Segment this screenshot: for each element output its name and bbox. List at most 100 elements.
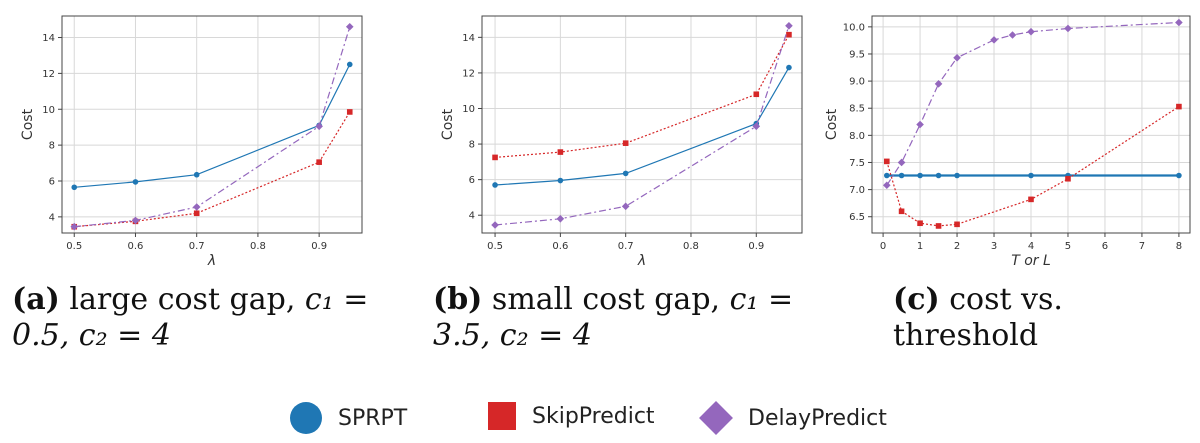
y-tick-label: 10.0 bbox=[843, 22, 865, 33]
caption-c: (c) cost vs. threshold bbox=[893, 282, 1193, 354]
y-tick-label: 8.5 bbox=[849, 104, 865, 115]
point-delaypredict bbox=[1064, 24, 1072, 33]
caption-a-formula-2: 0.5, c₂ = 4 bbox=[12, 318, 171, 353]
y-tick-label: 7.0 bbox=[849, 185, 865, 196]
point-delaypredict bbox=[897, 158, 906, 167]
diamond-marker-icon bbox=[699, 401, 733, 435]
point-sprpt bbox=[954, 172, 960, 179]
x-tick-label: 0.8 bbox=[250, 241, 266, 252]
point-skippredict bbox=[557, 149, 564, 155]
caption-b: (b) small cost gap, c₁ = 3.5, c₂ = 4 bbox=[433, 282, 813, 354]
x-tick-label: 3 bbox=[991, 241, 997, 252]
circle-marker-icon bbox=[290, 402, 322, 434]
x-tick-label: 6 bbox=[1102, 241, 1108, 252]
point-delaypredict bbox=[990, 36, 998, 44]
y-tick-label: 8 bbox=[49, 141, 55, 152]
point-skippredict bbox=[753, 91, 760, 98]
y-tick-label: 12 bbox=[462, 68, 475, 79]
x-tick-label: 0.7 bbox=[189, 241, 205, 252]
chart-a: 0.5 0.6 0.7 0.8 0.9 4 6 8 10 12 14 λ Cost bbox=[20, 15, 363, 269]
point-delaypredict bbox=[556, 214, 565, 223]
x-axis-label: T or L bbox=[1011, 253, 1051, 269]
x-tick-label: 0 bbox=[880, 241, 886, 252]
caption-c-tag: (c) bbox=[893, 282, 940, 317]
point-sprpt bbox=[193, 171, 200, 178]
point-sprpt bbox=[492, 182, 498, 188]
point-sprpt bbox=[917, 172, 923, 179]
point-delaypredict bbox=[934, 80, 943, 88]
point-sprpt bbox=[898, 172, 905, 179]
point-sprpt bbox=[622, 170, 629, 177]
point-skippredict bbox=[622, 140, 629, 146]
point-delaypredict bbox=[1008, 31, 1017, 39]
caption-a-text: large cost gap, bbox=[69, 282, 296, 317]
chart-b: 0.5 0.6 0.7 0.8 0.9 4 6 8 10 12 14 λ Cost bbox=[440, 15, 803, 269]
legend-item-sprpt: SPRPT bbox=[290, 402, 407, 434]
x-tick-label: 8 bbox=[1176, 241, 1182, 252]
y-tick-label: 4 bbox=[469, 211, 475, 222]
y-tick-label: 6 bbox=[469, 175, 475, 186]
y-tick-label: 8.0 bbox=[849, 131, 865, 142]
x-tick-label: 0.5 bbox=[487, 241, 503, 252]
chart-c: 0 1 2 3 4 5 6 7 8 6.5 7.0 7.5 8.0 8.5 9.0 9.5 10.0 T or L… bbox=[824, 15, 1191, 269]
caption-b-formula-2: 3.5, c₂ = 4 bbox=[433, 318, 592, 353]
y-tick-label: 14 bbox=[42, 33, 55, 44]
point-sprpt bbox=[1028, 172, 1034, 179]
series-line-delay bbox=[74, 26, 351, 228]
y-tick-label: 7.5 bbox=[849, 158, 865, 169]
series-line-skip bbox=[495, 34, 790, 158]
point-sprpt bbox=[883, 172, 890, 179]
point-delaypredict bbox=[345, 22, 354, 31]
point-delaypredict bbox=[491, 221, 499, 229]
x-tick-label: 5 bbox=[1065, 241, 1071, 252]
point-delaypredict bbox=[752, 122, 761, 131]
y-axis-label: Cost bbox=[824, 108, 840, 140]
x-axis-label: λ bbox=[207, 253, 216, 269]
x-tick-label: 0.6 bbox=[552, 241, 568, 252]
legend-label-delaypredict: DelayPredict bbox=[748, 405, 887, 431]
point-sprpt bbox=[786, 64, 792, 71]
x-tick-label: 0.8 bbox=[683, 241, 699, 252]
caption-b-tag: (b) bbox=[433, 282, 483, 317]
legend-label-skippredict: SkipPredict bbox=[532, 403, 655, 429]
y-tick-label: 6 bbox=[49, 176, 55, 187]
x-tick-label: 0.6 bbox=[128, 241, 144, 252]
x-tick-label: 0.9 bbox=[311, 241, 327, 252]
plot-frame bbox=[61, 15, 363, 234]
square-marker-icon bbox=[488, 402, 516, 430]
caption-b-formula-1: c₁ = bbox=[729, 282, 794, 317]
point-skippredict bbox=[1028, 196, 1034, 203]
point-delaypredict bbox=[1027, 27, 1035, 36]
x-axis-label: λ bbox=[637, 253, 646, 269]
point-delaypredict bbox=[315, 122, 323, 131]
point-skippredict bbox=[883, 158, 890, 165]
series-line-sprpt bbox=[495, 67, 790, 186]
point-delaypredict bbox=[1175, 18, 1183, 27]
y-tick-label: 12 bbox=[42, 69, 55, 80]
point-skippredict bbox=[786, 31, 792, 38]
series-line-skip bbox=[886, 106, 1180, 227]
caption-a-formula-1: c₁ = bbox=[304, 282, 369, 317]
point-sprpt bbox=[346, 61, 353, 68]
x-tick-label: 0.9 bbox=[748, 241, 764, 252]
caption-b-text: small cost gap, bbox=[491, 282, 721, 317]
point-sprpt bbox=[557, 177, 564, 184]
caption-a: (a) large cost gap, c₁ = 0.5, c₂ = 4 bbox=[12, 282, 392, 354]
caption-a-tag: (a) bbox=[12, 282, 60, 317]
y-tick-label: 10 bbox=[462, 104, 475, 115]
point-skippredict bbox=[316, 159, 322, 165]
y-tick-label: 9.5 bbox=[849, 49, 865, 60]
point-delaypredict bbox=[131, 216, 140, 225]
legend-label-sprpt: SPRPT bbox=[338, 405, 408, 431]
point-delaypredict bbox=[621, 202, 630, 211]
point-skippredict bbox=[492, 154, 498, 161]
y-tick-label: 9.0 bbox=[849, 77, 865, 88]
point-delaypredict bbox=[70, 222, 79, 231]
x-tick-label: 4 bbox=[1028, 241, 1034, 252]
point-delaypredict bbox=[882, 181, 891, 190]
point-sprpt bbox=[935, 172, 942, 179]
plot-frame bbox=[481, 15, 803, 234]
y-axis-label: Cost bbox=[20, 108, 36, 140]
point-sprpt bbox=[132, 179, 139, 185]
y-tick-label: 4 bbox=[49, 212, 55, 223]
